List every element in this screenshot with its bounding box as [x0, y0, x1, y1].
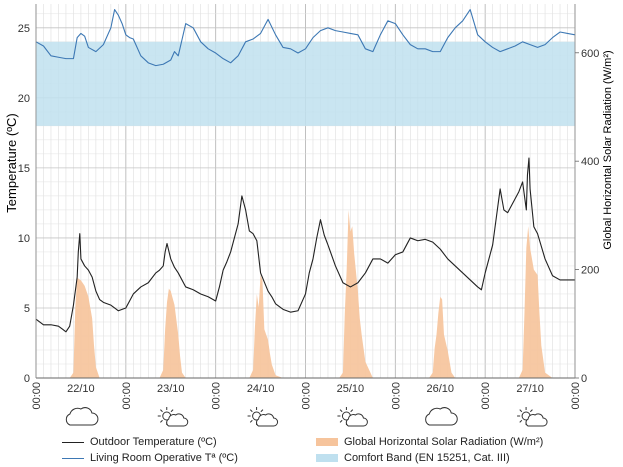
legend-item-comfort: Comfort Band (EN 15251, Cat. III) [316, 452, 510, 464]
x-tick-label: 00:00 [480, 382, 492, 410]
sun-ray [160, 419, 163, 423]
solar-radiation-area [36, 209, 575, 378]
axes: 0 5 10 15 20 25 0 200 400 600 00:00 00:00 00:00 00:00… [18, 4, 599, 410]
x-tick-label: 00:00 [390, 382, 402, 410]
legend-label-comfort: Comfort Band (EN 15251, Cat. III) [344, 452, 510, 464]
legend-item-outdoor: Outdoor Temperature (ºC) [62, 436, 217, 448]
sun-ray [160, 409, 163, 413]
sun-ray [350, 409, 354, 413]
small-cloud-shape [256, 413, 279, 427]
x-day-label: 25/10 [337, 383, 365, 395]
sun-ray [260, 409, 264, 413]
legend-swatch-outdoor [62, 441, 84, 443]
y-right-tick-label: 400 [581, 156, 599, 168]
sun-ray [249, 419, 253, 423]
x-day-label: 22/10 [67, 383, 95, 395]
comfort-band [36, 41, 575, 126]
legend-item-living-room: Living Room Operative Tª (ºC) [62, 452, 238, 464]
sun-ray [519, 409, 523, 413]
y-axis-left-title: Temperature (ºC) [4, 113, 19, 212]
partly-sunny-icon [517, 407, 548, 427]
y-left-tick-label: 20 [18, 93, 30, 105]
solar-radiation-area-path [36, 209, 575, 378]
cloud-shape [65, 407, 99, 426]
sun-ray [339, 409, 343, 413]
partly-sunny-icon [157, 407, 189, 427]
x-day-label: 24/10 [247, 383, 275, 395]
x-tick-label: 00:00 [211, 382, 223, 410]
sun-ray [529, 409, 533, 413]
partly-sunny-icon [247, 407, 279, 427]
x-tick-label: 00:00 [570, 382, 582, 410]
legend-label-living-room: Living Room Operative Tª (ºC) [90, 452, 238, 464]
sun-ray [519, 419, 523, 423]
sun-ray [339, 419, 343, 423]
y-right-tick-label: 200 [581, 265, 599, 277]
x-tick-label: 00:00 [31, 382, 43, 410]
y-left-tick-label: 0 [24, 373, 30, 385]
legend-swatch-living-room [62, 457, 84, 459]
y-left-tick-label: 5 [24, 303, 30, 315]
cloudy-icon [65, 407, 99, 426]
sun-ray [170, 409, 174, 413]
partly-sunny-icon [337, 407, 368, 427]
legend-item-solar: Global Horizontal Solar Radiation (W/m²) [316, 436, 543, 448]
x-day-label: 27/10 [516, 383, 544, 395]
legend-swatch-comfort [316, 454, 338, 462]
x-day-label: 23/10 [157, 383, 185, 395]
legend-swatch-solar [316, 438, 338, 446]
x-tick-label: 00:00 [121, 382, 133, 410]
living-room-temperature-line [35, 9, 576, 67]
x-tick-label: 00:00 [301, 382, 313, 410]
legend-label-outdoor: Outdoor Temperature (ºC) [90, 436, 217, 448]
x-day-label: 26/10 [426, 383, 454, 395]
small-cloud-shape [525, 413, 548, 427]
y-axis-right-title: Global Horizontal Solar Radiation (W/m²) [602, 50, 614, 249]
y-left-tick-label: 15 [18, 163, 30, 175]
y-right-tick-label: 0 [581, 373, 587, 385]
y-left-tick-label: 10 [18, 233, 30, 245]
sun-ray [249, 409, 253, 413]
small-cloud-shape [166, 413, 189, 427]
small-cloud-shape [345, 413, 368, 427]
y-left-tick-label: 25 [18, 23, 30, 35]
cloud-shape [425, 407, 458, 426]
weather-icons [65, 407, 548, 427]
outdoor-temperature-line [35, 157, 575, 333]
y-right-tick-label: 600 [581, 48, 599, 60]
legend-label-solar: Global Horizontal Solar Radiation (W/m²) [344, 436, 544, 448]
series-lines [35, 9, 576, 333]
cloudy-icon [425, 407, 458, 426]
